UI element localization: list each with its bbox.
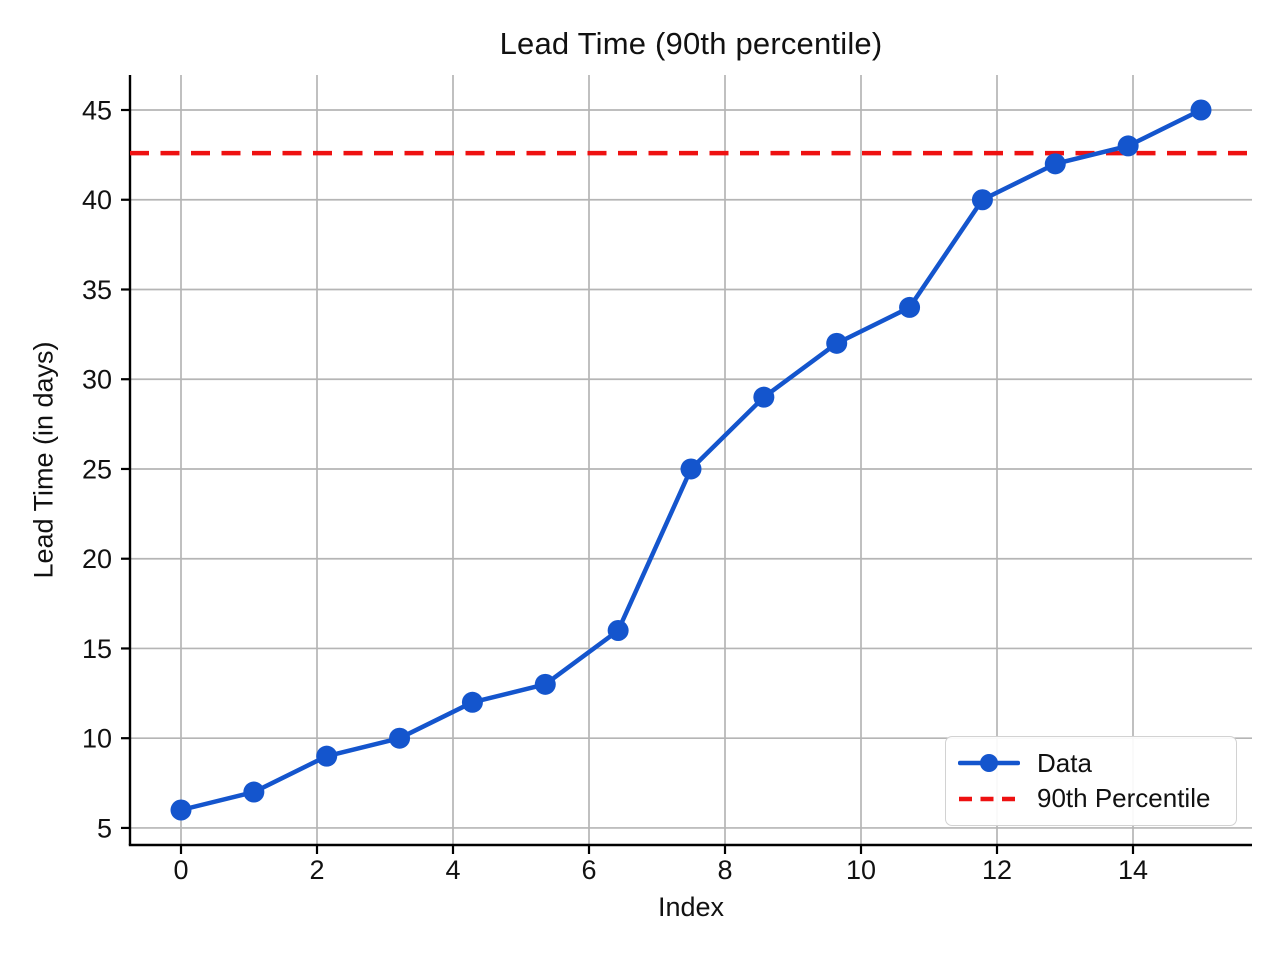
y-tick-label: 35	[82, 275, 112, 305]
y-tick-label: 20	[82, 544, 112, 574]
x-tick-label: 6	[581, 855, 596, 885]
data-point-marker	[461, 691, 483, 713]
data-point-marker	[899, 296, 921, 318]
data-point-marker	[389, 727, 411, 749]
data-point-marker	[170, 799, 192, 821]
data-point-marker	[607, 620, 629, 642]
y-tick-label: 30	[82, 365, 112, 395]
x-tick-label: 8	[717, 855, 732, 885]
x-tick-label: 4	[445, 855, 460, 885]
axes	[121, 75, 1252, 854]
data-point-marker	[316, 745, 338, 767]
y-tick-label: 5	[97, 813, 112, 843]
x-tick-label: 10	[846, 855, 876, 885]
data-point-marker	[753, 386, 775, 408]
x-tick-label: 2	[309, 855, 324, 885]
legend: Data 90th Percentile	[945, 736, 1237, 826]
data-point-marker	[971, 189, 993, 211]
data-point-marker	[1117, 135, 1139, 157]
x-tick-label: 12	[982, 855, 1012, 885]
data-point-marker	[1190, 99, 1212, 121]
y-tick-label: 25	[82, 454, 112, 484]
data-point-marker	[680, 458, 702, 480]
data-point-marker	[534, 673, 556, 695]
legend-label-percentile: 90th Percentile	[1037, 783, 1211, 814]
percentile-line-swatch-icon	[959, 796, 1019, 802]
legend-label-data: Data	[1037, 747, 1092, 778]
y-tick-label: 45	[82, 96, 112, 126]
data-point-marker	[826, 332, 848, 354]
y-axis-label: Lead Time (in days)	[28, 341, 59, 579]
y-tick-label: 10	[82, 724, 112, 754]
x-tick-label: 14	[1118, 855, 1148, 885]
x-axis-label: Index	[657, 892, 725, 922]
data-series-layer	[170, 99, 1212, 821]
y-tick-label: 15	[82, 634, 112, 664]
chart-title: Lead Time (90th percentile)	[499, 26, 883, 61]
tick-labels: 0 2 4 6 8 10 12 14 5 10 15 20 25 30 35 40 45	[82, 96, 1148, 886]
legend-item-data: Data	[958, 748, 1224, 779]
data-line-swatch-icon	[958, 754, 1020, 773]
data-point-marker	[1044, 153, 1066, 175]
x-tick-label: 0	[173, 855, 188, 885]
y-tick-label: 40	[82, 185, 112, 215]
legend-item-percentile: 90th Percentile	[958, 783, 1224, 814]
data-point-marker	[243, 781, 265, 803]
